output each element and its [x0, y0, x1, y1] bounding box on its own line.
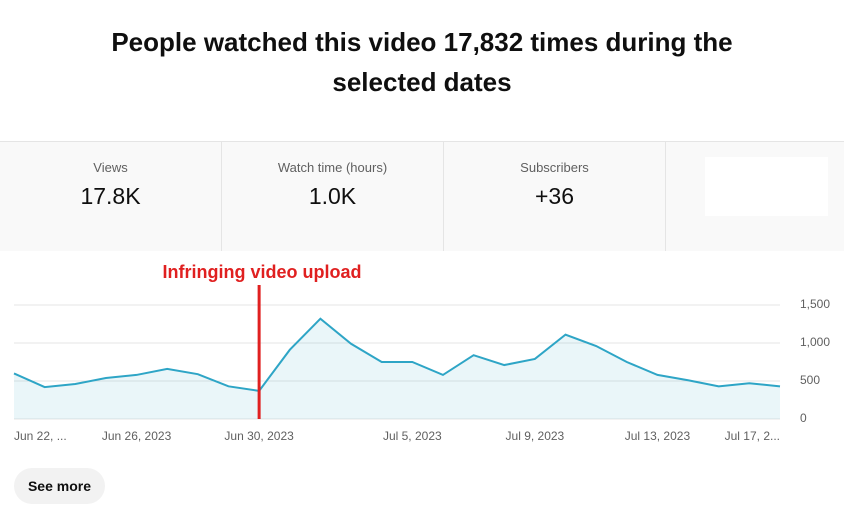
metric-label: Watch time (hours) [277, 160, 388, 175]
metric-value: 17.8K [80, 183, 141, 209]
y-tick-label: 500 [800, 373, 820, 387]
x-tick-label: Jul 5, 2023 [383, 429, 442, 443]
y-tick-label: 1,000 [800, 335, 830, 349]
x-tick-label: Jul 9, 2023 [506, 429, 565, 443]
metric-label: Subscribers [520, 160, 589, 175]
metric-tile[interactable]: Subscribers +36 [444, 142, 666, 251]
x-tick-label: Jun 22, ... [14, 429, 67, 443]
metric-label: Views [93, 160, 128, 175]
blank-box [705, 157, 828, 216]
metric-tile[interactable]: Watch time (hours) 1.0K [222, 142, 444, 251]
see-more-button[interactable]: See more [14, 468, 105, 504]
y-tick-label: 0 [800, 411, 807, 425]
title: People watched this video 17,832 times d… [111, 27, 733, 97]
metric-tile[interactable]: Views 17.8K [0, 142, 222, 251]
y-tick-label: 1,500 [800, 297, 830, 311]
metrics-panel: Views 17.8K Watch time (hours) 1.0K Subscr… [0, 141, 844, 251]
annotation-text: Infringing video upload [163, 262, 362, 282]
area-fill [14, 318, 780, 419]
metric-value: +36 [534, 183, 574, 209]
line [13, 317, 781, 392]
x-tick-label: Jun 30, 2023 [224, 429, 294, 443]
x-tick-label: Jul 13, 2023 [625, 429, 691, 443]
metric-value: 1.0K [308, 183, 357, 209]
chart: 0 500 1,000 1,500 Jun 22, ... Jun 26, 2023 Jun… [13, 262, 830, 443]
x-tick-label: Jun 26, 2023 [102, 429, 172, 443]
x-tick-label: Jul 17, 2... [725, 429, 780, 443]
